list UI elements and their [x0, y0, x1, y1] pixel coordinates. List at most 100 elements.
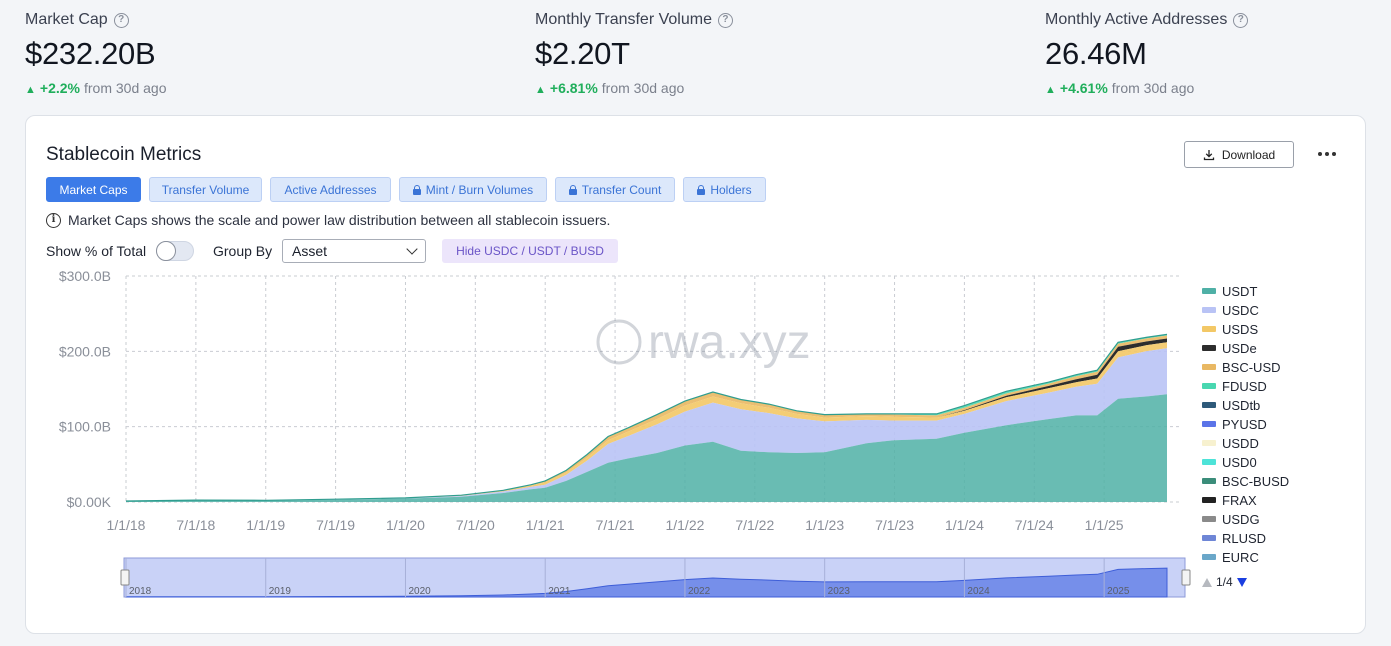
group-by-label: Group By — [213, 243, 273, 259]
total-outline — [125, 333, 1168, 502]
legend-item[interactable]: USDS — [1202, 321, 1258, 337]
stat-label-text: Monthly Active Addresses — [1045, 11, 1228, 28]
y-tick-label: $200.0B — [59, 343, 111, 359]
x-tick-label: 7/1/21 — [596, 517, 635, 533]
x-tick-label: 7/1/22 — [735, 517, 774, 533]
legend-item[interactable]: EURC — [1202, 549, 1259, 565]
help-icon[interactable]: ? — [717, 12, 733, 28]
x-tick-label: 1/1/23 — [805, 517, 844, 533]
help-icon[interactable]: ? — [113, 12, 129, 28]
legend-swatch — [1202, 364, 1216, 370]
legend-item[interactable]: USDD — [1202, 435, 1259, 451]
legend-item[interactable]: FDUSD — [1202, 378, 1267, 394]
lock-icon — [412, 184, 421, 195]
navigator-tick-label: 2020 — [408, 586, 431, 597]
legend-label: RLUSD — [1222, 530, 1267, 546]
download-label: Download — [1221, 147, 1276, 162]
legend-item[interactable]: USDe — [1202, 340, 1257, 356]
legend-label: USDtb — [1222, 397, 1261, 413]
legend-label: USD0 — [1222, 454, 1257, 470]
legend-swatch — [1202, 383, 1216, 389]
tab-market-caps[interactable]: Market Caps — [46, 177, 141, 202]
tab-transfer-count[interactable]: Transfer Count — [555, 177, 675, 202]
watermark-logo: rwa.xyz — [596, 316, 811, 369]
legend-item[interactable]: PYUSD — [1202, 416, 1267, 432]
x-tick-label: 1/1/21 — [526, 517, 565, 533]
legend-swatch — [1202, 345, 1216, 351]
legend-next-icon[interactable] — [1236, 577, 1247, 587]
navigator-series — [125, 567, 1168, 598]
tab-transfer-volume[interactable]: Transfer Volume — [149, 177, 262, 202]
legend-label: FRAX — [1222, 492, 1257, 508]
legend-swatch — [1202, 326, 1216, 332]
toggle-knob — [156, 241, 176, 261]
legend-item[interactable]: USDtb — [1202, 397, 1260, 413]
show-pct-toggle[interactable] — [156, 241, 194, 261]
tab-mint-burn-volumes[interactable]: Mint / Burn Volumes — [399, 177, 547, 202]
more-options-icon[interactable] — [1316, 143, 1338, 165]
help-icon[interactable]: ? — [1233, 12, 1249, 28]
x-tick-label: 1/1/24 — [945, 517, 984, 533]
stat-label: Monthly Active Addresses? — [1045, 11, 1249, 29]
x-tick-label: 7/1/23 — [875, 517, 914, 533]
tab-label: Market Caps — [59, 182, 128, 197]
series-area-usdt — [126, 394, 1167, 502]
legend-item[interactable]: BSC-USD — [1202, 359, 1281, 375]
group-by-select[interactable]: Asset — [282, 239, 426, 263]
chart-controls: Show % of Total Group By Asset Hide USDC… — [46, 239, 746, 265]
x-tick-label: 1/1/19 — [246, 517, 285, 533]
stat-delta: ▲ +2.2% from 30d ago — [25, 80, 166, 96]
legend-swatch — [1202, 516, 1216, 522]
legend-label: FDUSD — [1222, 378, 1267, 394]
hide-major-stablecoins-button[interactable]: Hide USDC / USDT / BUSD — [442, 239, 618, 263]
legend-item[interactable]: RLUSD — [1202, 530, 1266, 546]
legend-swatch — [1202, 440, 1216, 446]
navigator-left-handle[interactable] — [120, 569, 130, 586]
up-arrow-icon: ▲ — [535, 84, 546, 96]
group-by-value: Asset — [292, 243, 328, 259]
stat-delta-text: from 30d ago — [83, 80, 167, 96]
stat-label-text: Monthly Transfer Volume — [535, 11, 712, 28]
legend-item[interactable]: FRAX — [1202, 492, 1257, 508]
tab-holders[interactable]: Holders — [683, 177, 766, 202]
navigator-right-handle[interactable] — [1181, 569, 1191, 586]
stat-delta-text: from 30d ago — [601, 80, 685, 96]
x-tick-label: 7/1/19 — [316, 517, 355, 533]
y-tick-label: $100.0B — [59, 419, 111, 435]
info-text: Market Caps shows the scale and power la… — [68, 212, 611, 228]
legend-item[interactable]: BSC-BUSD — [1202, 473, 1289, 489]
tab-label: Transfer Count — [581, 182, 662, 197]
stat-delta-value: +2.2% — [39, 80, 80, 96]
legend-label: USDe — [1222, 340, 1257, 356]
stat-value: $232.20B — [25, 36, 156, 71]
navigator-tick-label: 2022 — [688, 586, 711, 597]
watermark-text: rwa.xyz — [648, 316, 811, 369]
legend-swatch — [1202, 307, 1216, 313]
show-pct-label: Show % of Total — [46, 243, 147, 259]
tab-active-addresses[interactable]: Active Addresses — [270, 177, 391, 202]
download-button[interactable]: Download — [1184, 141, 1294, 168]
legend-swatch — [1202, 535, 1216, 541]
stat-value: $2.20T — [535, 36, 630, 71]
series-area-usdc — [126, 348, 1167, 501]
legend-item[interactable]: USD0 — [1202, 454, 1257, 470]
hide-button-label: Hide USDC / USDT / BUSD — [456, 244, 604, 258]
navigator-tick-label: 2024 — [967, 586, 990, 597]
legend-item[interactable]: USDG — [1202, 511, 1260, 527]
navigator-tick-label: 2025 — [1107, 586, 1130, 597]
lock-icon — [568, 184, 577, 195]
legend-item[interactable]: USDC — [1202, 302, 1259, 318]
legend-page-text: 1/4 — [1216, 575, 1233, 589]
legend-prev-icon[interactable] — [1202, 577, 1212, 587]
legend-label: USDT — [1222, 283, 1258, 299]
legend-item[interactable]: USDT — [1202, 283, 1257, 299]
stat-delta-value: +4.61% — [1059, 80, 1108, 96]
y-tick-label: $300.0B — [59, 268, 111, 284]
navigator-tick-label: 2018 — [129, 586, 152, 597]
legend-label: USDC — [1222, 302, 1259, 318]
market-cap-chart[interactable]: $0.00K $100.0B $200.0B $300.0B 1/1/18 7/1/18 1… — [26, 266, 1367, 606]
stats-row: Market Cap? $232.20B ▲ +2.2% from 30d ago … — [0, 0, 1391, 108]
info-icon: i — [46, 212, 61, 228]
navigator-tick-label: 2021 — [548, 586, 571, 597]
x-tick-label: 1/1/20 — [386, 517, 425, 533]
